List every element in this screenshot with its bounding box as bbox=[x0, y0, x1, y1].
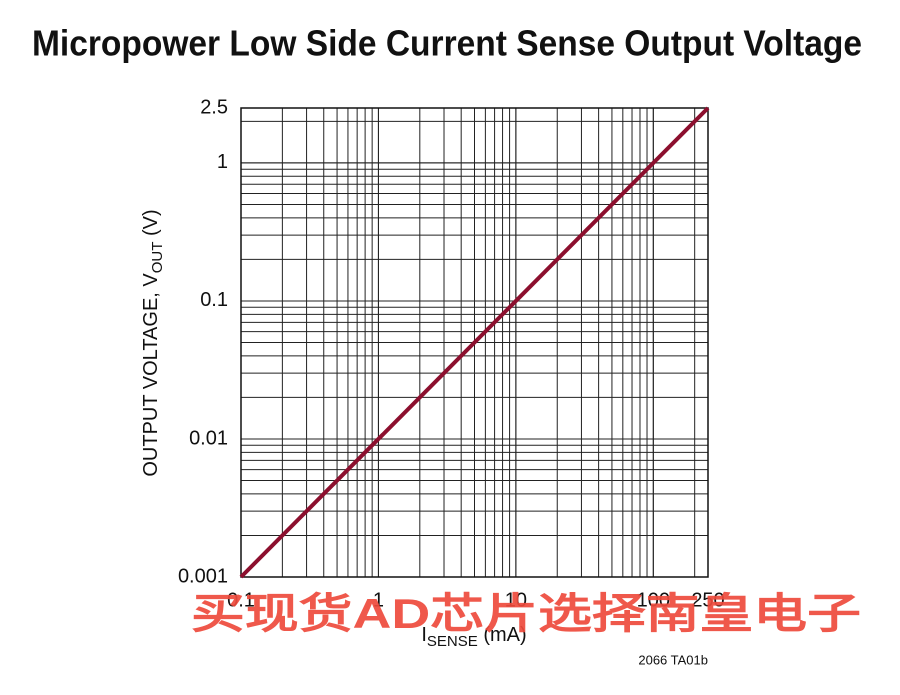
x-tick-label: 250 bbox=[691, 589, 724, 611]
y-label-main: OUTPUT VOLTAGE, V bbox=[140, 273, 162, 477]
x-label-suffix: (mA) bbox=[478, 624, 527, 646]
x-label-sub: SENSE bbox=[427, 633, 478, 650]
y-tick-label: 0.1 bbox=[200, 289, 228, 311]
x-tick-label: 1 bbox=[373, 589, 384, 611]
x-axis-label: ISENSE (mA) bbox=[421, 624, 526, 650]
x-tick-label: 100 bbox=[637, 589, 670, 611]
plot-frame bbox=[240, 107, 709, 578]
x-label-main: I bbox=[421, 624, 427, 646]
y-tick-label: 1 bbox=[217, 151, 228, 173]
y-label-suffix: (V) bbox=[140, 209, 162, 241]
y-tick-label: 0.01 bbox=[189, 427, 228, 449]
y-label-sub: OUT bbox=[149, 242, 166, 274]
figure-code: 2066 TA01b bbox=[638, 652, 708, 667]
watermark: 买现货AD芯片选择南皇电子 bbox=[191, 590, 861, 637]
plot-area: 0.1 1 10 100 250 0.001 0.01 0.1 1 2.5 bbox=[178, 96, 725, 611]
x-tick-label: 10 bbox=[505, 589, 527, 611]
data-line bbox=[239, 106, 710, 579]
x-tick-label: 0.1 bbox=[227, 589, 255, 611]
y-tick-label: 0.001 bbox=[178, 565, 228, 587]
chart-title: Micropower Low Side Current Sense Output… bbox=[32, 23, 862, 64]
y-axis-label: OUTPUT VOLTAGE, VOUT (V) bbox=[140, 209, 166, 476]
y-tick-label: 2.5 bbox=[200, 96, 228, 118]
